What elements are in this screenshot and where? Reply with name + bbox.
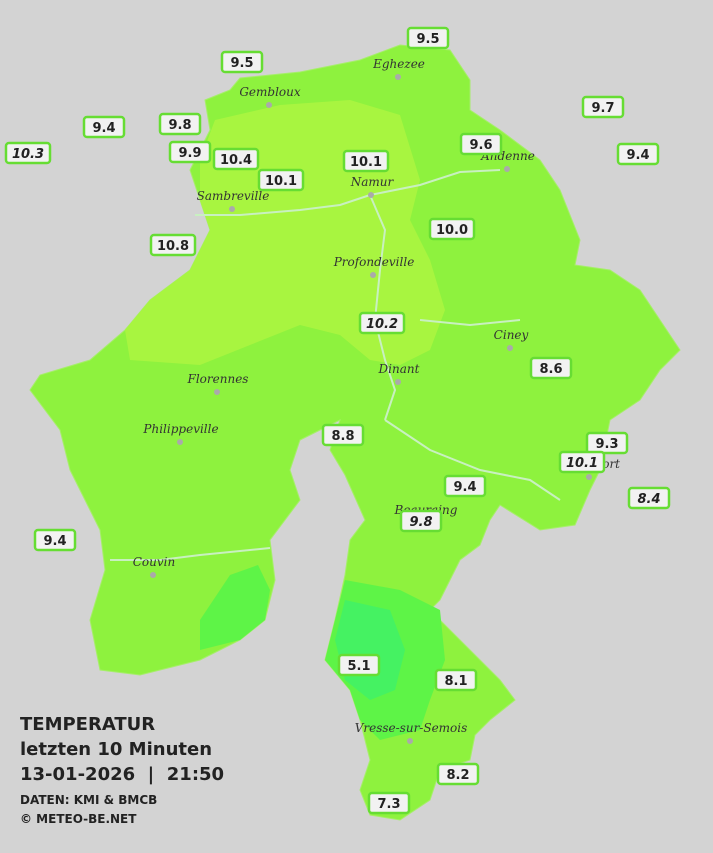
city-dot xyxy=(229,206,235,212)
station-value: 10.8 xyxy=(157,239,189,254)
station-value: 5.1 xyxy=(347,659,370,674)
datetime: 13-01-2026 | 21:50 xyxy=(20,764,224,785)
station-value: 10.1 xyxy=(350,155,382,170)
city-dot xyxy=(266,102,272,108)
station-value: 9.4 xyxy=(43,534,66,549)
station-box xyxy=(585,431,629,455)
station-value: 8.8 xyxy=(331,429,354,444)
station-value: 9.5 xyxy=(230,56,253,71)
station-value: 9.7 xyxy=(591,101,614,116)
station-box xyxy=(443,474,487,498)
station-box xyxy=(459,132,503,156)
station-box xyxy=(428,217,476,241)
station-box xyxy=(434,668,478,692)
city-dot xyxy=(370,272,376,278)
station-value: 9.8 xyxy=(168,118,191,133)
city-label: Profondeville xyxy=(333,255,415,269)
station-box xyxy=(558,450,606,474)
station-value: 9.4 xyxy=(92,121,115,136)
station-value: 10.2 xyxy=(366,317,398,332)
city-label: Philippeville xyxy=(142,422,218,436)
station-box xyxy=(321,423,365,447)
city-dot xyxy=(507,345,513,351)
station-box xyxy=(149,233,197,257)
station-value: 9.8 xyxy=(409,515,432,530)
city-dot xyxy=(586,474,592,480)
station-box xyxy=(33,528,77,552)
station-value: 8.6 xyxy=(539,362,562,377)
city-label: Sambreville xyxy=(197,189,270,203)
station-value: 9.5 xyxy=(416,32,439,47)
station-box xyxy=(212,147,260,171)
city-dot xyxy=(395,74,401,80)
station-box xyxy=(616,142,660,166)
city-dot xyxy=(395,379,401,385)
station-value: 9.6 xyxy=(469,138,492,153)
station-box xyxy=(627,486,671,510)
station-value: 8.2 xyxy=(446,768,469,783)
station-box xyxy=(399,509,443,533)
city-label: Ciney xyxy=(494,328,529,342)
station-box xyxy=(581,95,625,119)
subtitle: letzten 10 Minuten xyxy=(20,739,212,760)
station-box xyxy=(436,762,480,786)
station-value: 7.3 xyxy=(377,797,400,812)
copyright: © METEO-BE.NET xyxy=(20,812,137,826)
station-box xyxy=(4,141,52,165)
source: DATEN: KMI & BMCB xyxy=(20,793,157,807)
station-box xyxy=(337,653,381,677)
station-box xyxy=(342,149,390,173)
station-value: 10.4 xyxy=(220,153,252,168)
station-box xyxy=(158,112,202,136)
station-box xyxy=(220,50,264,74)
city-label: Couvin xyxy=(133,555,175,569)
station-box xyxy=(529,356,573,380)
city-label: Eghezee xyxy=(372,57,425,71)
station-value: 8.4 xyxy=(637,492,660,507)
cold-zone-sw xyxy=(200,565,270,650)
station-value: 9.4 xyxy=(626,148,649,163)
city-dot xyxy=(214,389,220,395)
title: TEMPERATUR xyxy=(20,714,155,735)
city-dot xyxy=(150,572,156,578)
station-value: 10.3 xyxy=(12,147,44,162)
city-dot xyxy=(368,192,374,198)
station-box xyxy=(168,140,212,164)
station-value: 10.0 xyxy=(436,223,468,238)
station-box xyxy=(82,115,126,139)
station-value: 10.1 xyxy=(566,456,598,471)
station-box xyxy=(367,791,411,815)
station-value: 8.1 xyxy=(444,674,467,689)
station-value: 9.4 xyxy=(453,480,476,495)
city-label: Dinant xyxy=(378,362,420,376)
station-box xyxy=(257,168,305,192)
city-label: Namur xyxy=(350,175,395,189)
city-label: Florennes xyxy=(187,372,249,386)
city-label: Gembloux xyxy=(239,85,301,99)
station-value: 10.1 xyxy=(265,174,297,189)
city-dot xyxy=(177,439,183,445)
station-value: 9.3 xyxy=(595,437,618,452)
city-dot xyxy=(504,166,510,172)
station-box xyxy=(406,26,450,50)
station-value: 9.9 xyxy=(178,146,201,161)
city-label: Vresse-sur-Semois xyxy=(355,721,468,735)
city-dot xyxy=(407,738,413,744)
station-box xyxy=(358,311,406,335)
